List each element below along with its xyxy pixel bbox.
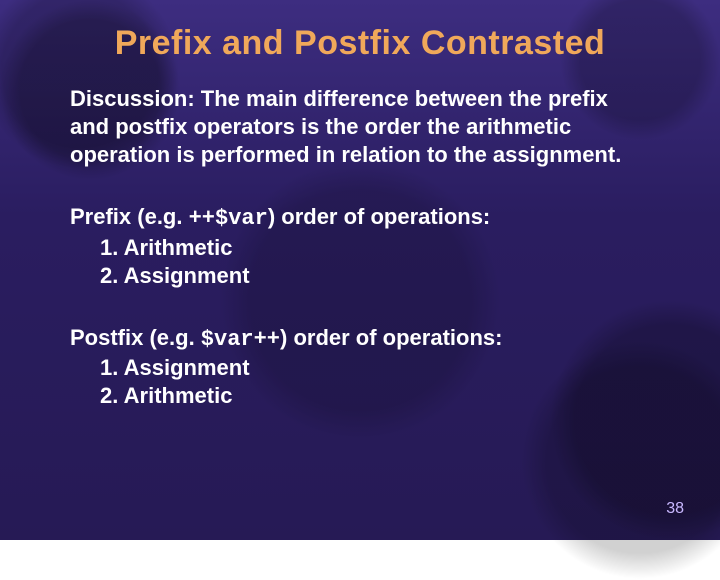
postfix-section: Postfix (e.g. $var++) order of operation… [70, 324, 650, 410]
postfix-heading-before: Postfix (e.g. [70, 325, 201, 350]
prefix-item-1: 1. Arithmetic [70, 234, 650, 262]
prefix-heading-before: Prefix (e.g. [70, 204, 189, 229]
prefix-heading-after: ) order of operations: [268, 204, 490, 229]
postfix-item-1: 1. Assignment [70, 354, 650, 382]
prefix-item-2: 2. Assignment [70, 262, 650, 290]
slide-content: Prefix and Postfix Contrasted Discussion… [0, 0, 720, 540]
discussion-paragraph: Discussion: The main difference between … [70, 85, 650, 169]
postfix-item-2: 2. Arithmetic [70, 382, 650, 410]
prefix-heading: Prefix (e.g. ++$var) order of operations… [70, 203, 650, 233]
slide-title: Prefix and Postfix Contrasted [70, 24, 650, 63]
prefix-section: Prefix (e.g. ++$var) order of operations… [70, 203, 650, 289]
page-number: 38 [666, 500, 684, 518]
prefix-code: ++$var [189, 206, 268, 231]
postfix-code: $var++ [201, 327, 280, 352]
postfix-heading-after: ) order of operations: [280, 325, 502, 350]
body: Discussion: The main difference between … [70, 85, 650, 410]
postfix-heading: Postfix (e.g. $var++) order of operation… [70, 324, 650, 354]
